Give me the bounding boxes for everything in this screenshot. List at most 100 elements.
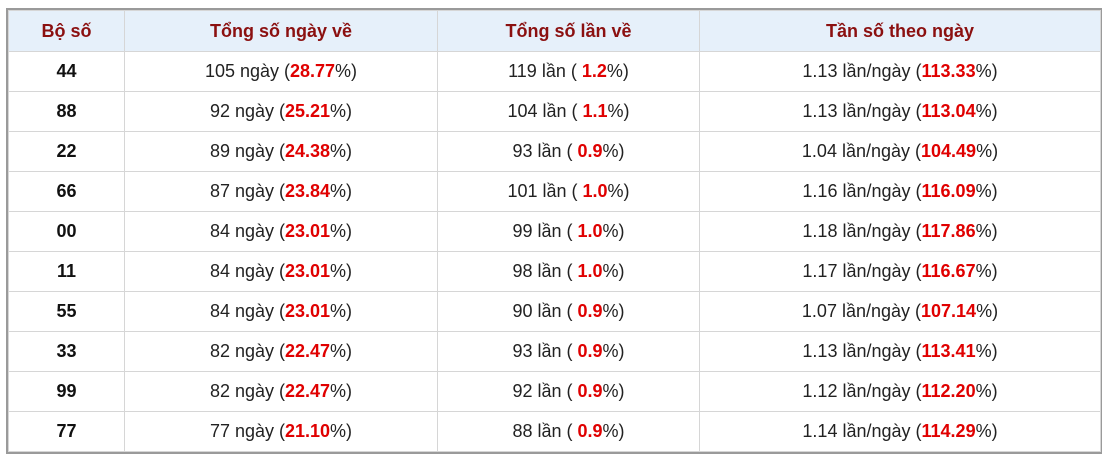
stat-text: 82 ngày ( xyxy=(209,341,285,361)
stat-percent: 1.0 xyxy=(577,261,603,281)
stat-percent: 23.01 xyxy=(285,261,331,281)
stat-percent: 0.9 xyxy=(577,301,603,321)
stat-suffix: %) xyxy=(330,421,353,441)
stat-cell: 92 lần ( 0.9%) xyxy=(437,371,700,412)
stat-percent: 1.0 xyxy=(577,221,603,241)
stat-suffix: %) xyxy=(330,141,353,161)
stat-cell: 1.13 lần/ngày (113.33%) xyxy=(699,51,1101,92)
stat-cell: 90 lần ( 0.9%) xyxy=(437,291,700,332)
stat-cell: 1.14 lần/ngày (114.29%) xyxy=(699,411,1101,452)
stat-cell: 1.18 lần/ngày (117.86%) xyxy=(699,211,1101,252)
stat-text: 84 ngày ( xyxy=(209,221,285,241)
stat-suffix: %) xyxy=(602,261,625,281)
stat-cell: 93 lần ( 0.9%) xyxy=(437,131,700,172)
stat-text: 88 lần ( xyxy=(512,421,578,441)
stat-text: 1.12 lần/ngày ( xyxy=(802,381,922,401)
table-body: 44 105 ngày (28.77%) 119 lần ( 1.2%) 1.13 l… xyxy=(8,51,1101,452)
stat-text: 82 ngày ( xyxy=(209,381,285,401)
stat-percent: 0.9 xyxy=(577,381,603,401)
stat-text: 104 lần ( xyxy=(507,101,583,121)
stat-percent: 23.84 xyxy=(285,181,331,201)
stat-text: 1.13 lần/ngày ( xyxy=(802,101,922,121)
stat-percent: 1.1 xyxy=(582,101,608,121)
stat-percent: 25.21 xyxy=(285,101,331,121)
stat-text: 90 lần ( xyxy=(512,301,578,321)
table-row: 00 84 ngày (23.01%) 99 lần ( 1.0%) 1.18 lần… xyxy=(8,211,1101,252)
stat-percent: 23.01 xyxy=(285,221,331,241)
stat-text: 1.13 lần/ngày ( xyxy=(802,61,922,81)
stat-text: 93 lần ( xyxy=(512,341,578,361)
stat-percent: 23.01 xyxy=(285,301,331,321)
number-cell: 00 xyxy=(8,211,125,252)
stat-suffix: %) xyxy=(330,181,353,201)
stat-suffix: %) xyxy=(602,221,625,241)
stat-percent: 114.29 xyxy=(921,421,976,441)
header-cell: Tổng số ngày về xyxy=(124,10,438,52)
stat-percent: 0.9 xyxy=(577,141,603,161)
table-row: 77 77 ngày (21.10%) 88 lần ( 0.9%) 1.14 lần… xyxy=(8,411,1101,452)
stat-suffix: %) xyxy=(330,301,353,321)
stat-cell: 1.07 lần/ngày (107.14%) xyxy=(699,291,1101,332)
number-cell: 66 xyxy=(8,171,125,212)
number-cell: 44 xyxy=(8,51,125,92)
stat-text: 92 ngày ( xyxy=(209,101,285,121)
stat-cell: 98 lần ( 1.0%) xyxy=(437,251,700,292)
stat-text: 1.13 lần/ngày ( xyxy=(802,341,922,361)
stat-percent: 28.77 xyxy=(290,61,336,81)
stat-text: 92 lần ( xyxy=(512,381,578,401)
stat-text: 1.17 lần/ngày ( xyxy=(802,261,922,281)
stat-suffix: %) xyxy=(602,301,625,321)
stat-percent: 24.38 xyxy=(285,141,331,161)
stat-text: 119 lần ( xyxy=(508,61,582,81)
stat-cell: 84 ngày (23.01%) xyxy=(124,291,438,332)
stat-suffix: %) xyxy=(602,141,625,161)
stat-text: 1.04 lần/ngày ( xyxy=(801,141,922,161)
stat-text: 84 ngày ( xyxy=(209,261,285,281)
stat-cell: 82 ngày (22.47%) xyxy=(124,371,438,412)
stat-percent: 22.47 xyxy=(285,341,331,361)
stat-suffix: %) xyxy=(975,221,998,241)
stat-suffix: %) xyxy=(975,261,998,281)
stat-cell: 92 ngày (25.21%) xyxy=(124,91,438,132)
table-row: 22 89 ngày (24.38%) 93 lần ( 0.9%) 1.04 lần… xyxy=(8,131,1101,172)
stat-percent: 0.9 xyxy=(577,421,603,441)
stat-suffix: %) xyxy=(330,261,353,281)
stat-suffix: %) xyxy=(330,101,353,121)
stat-suffix: %) xyxy=(975,61,998,81)
stat-cell: 89 ngày (24.38%) xyxy=(124,131,438,172)
number-cell: 77 xyxy=(8,411,125,452)
stat-percent: 113.33 xyxy=(921,61,976,81)
stat-cell: 88 lần ( 0.9%) xyxy=(437,411,700,452)
stat-suffix: %) xyxy=(976,301,999,321)
stat-cell: 84 ngày (23.01%) xyxy=(124,211,438,252)
stat-text: 93 lần ( xyxy=(512,141,578,161)
stat-text: 99 lần ( xyxy=(512,221,578,241)
table-row: 11 84 ngày (23.01%) 98 lần ( 1.0%) 1.17 lần… xyxy=(8,251,1101,292)
stat-text: 84 ngày ( xyxy=(209,301,285,321)
stat-percent: 1.0 xyxy=(582,181,608,201)
number-cell: 88 xyxy=(8,91,125,132)
stat-cell: 119 lần ( 1.2%) xyxy=(437,51,700,92)
table-row: 55 84 ngày (23.01%) 90 lần ( 0.9%) 1.07 lần… xyxy=(8,291,1101,332)
stat-text: 98 lần ( xyxy=(512,261,578,281)
stat-suffix: %) xyxy=(335,61,358,81)
stat-cell: 84 ngày (23.01%) xyxy=(124,251,438,292)
number-cell: 99 xyxy=(8,371,125,412)
stat-text: 105 ngày ( xyxy=(204,61,290,81)
stat-text: 77 ngày ( xyxy=(209,421,285,441)
table-row: 44 105 ngày (28.77%) 119 lần ( 1.2%) 1.13 l… xyxy=(8,51,1101,92)
stat-cell: 1.17 lần/ngày (116.67%) xyxy=(699,251,1101,292)
stat-cell: 82 ngày (22.47%) xyxy=(124,331,438,372)
stat-text: 89 ngày ( xyxy=(209,141,285,161)
stat-percent: 117.86 xyxy=(921,221,976,241)
stat-suffix: %) xyxy=(330,341,353,361)
number-cell: 33 xyxy=(8,331,125,372)
stat-suffix: %) xyxy=(607,181,630,201)
stat-percent: 113.41 xyxy=(921,341,976,361)
table-frame: Bộ số Tổng số ngày về Tổng số lần về Tần số… xyxy=(6,8,1102,454)
stat-cell: 1.13 lần/ngày (113.41%) xyxy=(699,331,1101,372)
table-row: 33 82 ngày (22.47%) 93 lần ( 0.9%) 1.13 lần… xyxy=(8,331,1101,372)
stat-percent: 22.47 xyxy=(285,381,331,401)
stat-suffix: %) xyxy=(602,421,625,441)
